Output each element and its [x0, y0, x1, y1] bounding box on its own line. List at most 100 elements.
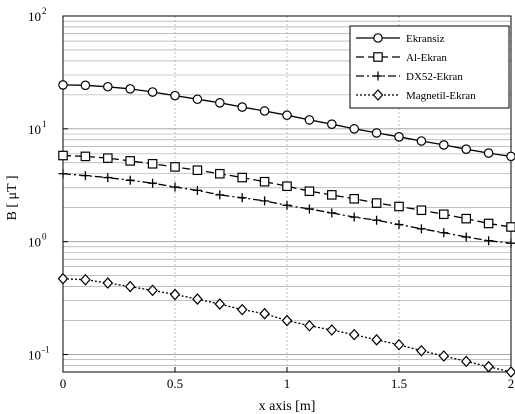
- data-point-marker: [326, 119, 337, 129]
- data-point-marker: [237, 102, 247, 112]
- data-point-marker: [349, 212, 359, 222]
- data-point-marker: [461, 232, 471, 242]
- data-point-marker: [349, 193, 359, 204]
- data-point-marker: [215, 190, 225, 200]
- x-tick-label: 2: [508, 376, 515, 391]
- y-tick-exponent: 2: [42, 6, 47, 16]
- data-point-marker: [506, 151, 515, 162]
- data-point-marker: [281, 314, 293, 327]
- data-point-marker: [147, 87, 158, 97]
- x-tick-label: 0.5: [167, 376, 183, 391]
- data-point-marker: [125, 84, 135, 94]
- data-point-marker: [304, 186, 315, 197]
- data-point-marker: [260, 196, 270, 206]
- data-point-marker: [259, 307, 270, 320]
- data-point-marker: [102, 277, 114, 289]
- data-point-marker: [192, 94, 203, 105]
- data-point-marker: [237, 193, 247, 203]
- data-point-marker: [282, 181, 292, 192]
- data-point-marker: [125, 156, 135, 166]
- data-point-marker: [80, 80, 91, 91]
- data-point-marker: [282, 200, 292, 210]
- data-point-marker: [214, 298, 226, 310]
- data-point-marker: [103, 173, 113, 183]
- data-point-marker: [506, 222, 515, 232]
- data-point-marker: [103, 81, 113, 92]
- data-point-marker: [170, 162, 180, 172]
- legend-label: Magnetil-Ekran: [406, 90, 476, 102]
- data-point-marker: [439, 209, 449, 220]
- data-point-marker: [460, 355, 472, 368]
- data-point-marker: [80, 273, 91, 286]
- data-point-marker: [58, 80, 68, 90]
- data-point-marker: [416, 224, 426, 234]
- data-point-marker: [147, 284, 158, 297]
- data-point-marker: [259, 106, 270, 116]
- series-al-ekran: [58, 150, 515, 232]
- data-point-marker: [439, 228, 449, 238]
- legend-label: DX52-Ekran: [406, 71, 463, 83]
- data-point-marker: [327, 208, 337, 218]
- data-point-marker: [215, 168, 225, 179]
- data-point-marker: [304, 115, 315, 125]
- data-point-marker: [484, 236, 494, 246]
- data-point-marker: [438, 140, 449, 150]
- data-point-marker: [58, 169, 68, 179]
- data-point-marker: [438, 350, 450, 362]
- y-tick-label: 10: [28, 235, 41, 250]
- data-point-marker: [192, 185, 202, 195]
- data-point-marker: [236, 303, 248, 316]
- series-line: [62, 154, 512, 228]
- series-lines: [57, 80, 515, 378]
- series-dx52-ekran: [58, 169, 515, 248]
- y-tick-exponent: 0: [42, 232, 47, 242]
- legend-marker: [373, 71, 383, 81]
- x-tick-label: 1: [284, 376, 291, 391]
- data-point-marker: [483, 360, 494, 373]
- data-point-marker: [349, 124, 359, 134]
- data-point-marker: [259, 176, 270, 187]
- data-point-marker: [416, 344, 427, 357]
- data-point-marker: [215, 98, 225, 108]
- y-axis-label: B [ μT ]: [5, 176, 20, 221]
- x-axis-label: x axis [m]: [259, 399, 316, 414]
- data-point-marker: [170, 90, 180, 101]
- data-point-marker: [394, 132, 404, 142]
- x-tick-label: 1.5: [391, 376, 407, 391]
- data-point-marker: [58, 150, 68, 161]
- data-point-marker: [80, 171, 90, 181]
- series-magnetil-ekran: [57, 272, 515, 378]
- data-point-marker: [148, 178, 158, 188]
- data-point-marker: [394, 201, 404, 212]
- data-point-marker: [192, 293, 203, 305]
- data-point-marker: [416, 205, 427, 216]
- legend-label: Al-Ekran: [406, 52, 447, 64]
- data-point-marker: [237, 172, 247, 183]
- data-point-marker: [125, 175, 135, 185]
- data-point-marker: [416, 136, 427, 146]
- legend: Ekransiz Al-Ekran DX52-Ekran Magnetil-Ekran: [349, 25, 510, 109]
- data-point-marker: [192, 165, 203, 175]
- data-point-marker: [506, 238, 515, 248]
- legend-marker: [372, 89, 384, 101]
- legend-marker: [373, 52, 383, 62]
- data-point-marker: [461, 213, 471, 224]
- data-point-marker: [371, 333, 382, 346]
- data-point-marker: [372, 215, 382, 225]
- data-point-marker: [80, 151, 91, 162]
- data-point-marker: [304, 204, 314, 214]
- data-point-marker: [505, 366, 515, 378]
- data-point-marker: [169, 288, 181, 301]
- data-point-marker: [147, 158, 158, 169]
- data-point-marker: [461, 144, 471, 155]
- data-point-marker: [327, 190, 337, 200]
- data-point-marker: [371, 128, 382, 138]
- series-ekransiz: [58, 80, 515, 162]
- legend-marker: [373, 33, 383, 43]
- y-tick-exponent: 1: [42, 119, 47, 129]
- legend-label: Ekransiz: [406, 33, 445, 45]
- data-point-marker: [124, 280, 136, 293]
- data-point-marker: [483, 218, 494, 229]
- y-tick-label: 10: [28, 122, 41, 137]
